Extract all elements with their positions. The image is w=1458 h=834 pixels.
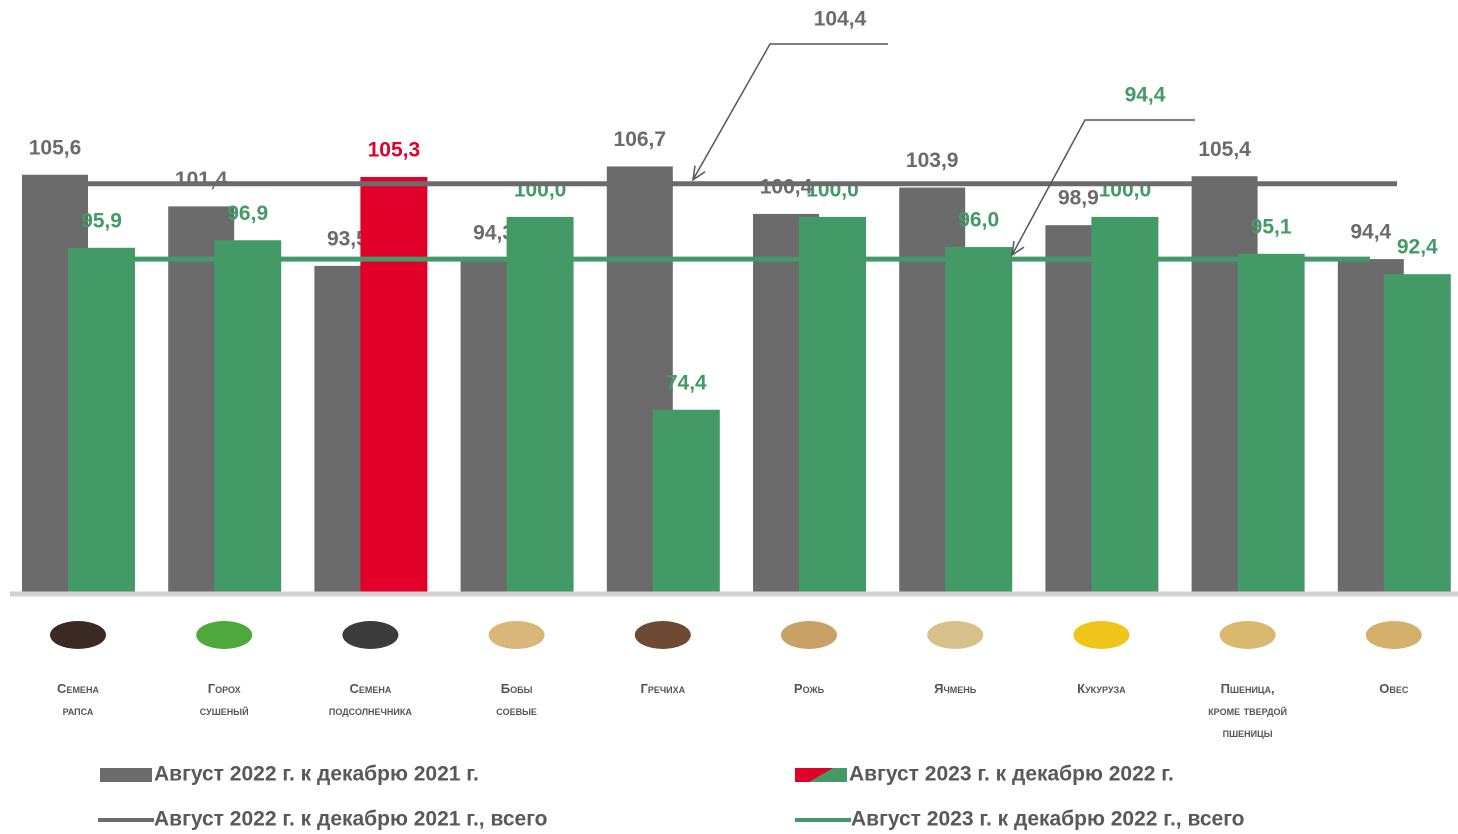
x-tick-label: Рожь [793, 681, 825, 696]
data-label: 95,9 [81, 209, 122, 232]
data-label: 105,3 [368, 139, 421, 162]
x-tick-label: Овес [1379, 681, 1409, 696]
callout-arrow [1011, 240, 1025, 257]
bar [799, 216, 866, 593]
legend-label: Август 2022 г. к декабрю 2021 г., всего [154, 808, 548, 831]
category-icon [1219, 621, 1276, 649]
data-label: 74,4 [666, 371, 707, 394]
legend-label: Август 2023 г. к декабрю 2022 г., всего [851, 808, 1245, 831]
bar [945, 247, 1013, 592]
data-label: 105,6 [29, 136, 82, 159]
bar [506, 216, 574, 593]
callout [1011, 119, 1195, 256]
category-icon [1073, 621, 1130, 649]
category-icon [50, 621, 106, 649]
category-icon [196, 621, 253, 649]
x-tick-label: Гречиха [640, 681, 686, 696]
data-label: 105,4 [1198, 138, 1251, 161]
bar [1383, 274, 1451, 592]
data-label: 94,3 [473, 221, 514, 244]
data-label: 96,9 [227, 202, 268, 225]
legend-swatch [100, 768, 152, 782]
category-icon [342, 621, 399, 649]
data-label: 106,7 [614, 128, 667, 151]
x-tick-label: Бобы соевые [496, 681, 537, 718]
category-icon [927, 621, 984, 649]
x-tick-label: Ячмень [934, 681, 977, 696]
data-label: 103,9 [906, 149, 959, 172]
data-label: 98,9 [1058, 187, 1099, 210]
bar [1237, 253, 1305, 592]
reference-label: 94,4 [1125, 84, 1166, 107]
x-tick-label: Кукуруза [1077, 681, 1126, 696]
data-label: 94,4 [1350, 221, 1391, 244]
data-label: 92,4 [1397, 236, 1438, 259]
reference-label: 104,4 [814, 8, 867, 31]
data-label: 100,4 [760, 175, 813, 198]
legend-label: Август 2022 г. к декабрю 2021 г. [154, 763, 479, 786]
data-label: 95,1 [1251, 215, 1292, 238]
x-tick-label: Семена подсолнечника [328, 681, 412, 718]
callout [692, 43, 888, 181]
callout-arrow [692, 165, 706, 182]
bar [652, 409, 720, 592]
category-icon [781, 621, 837, 649]
data-label: 93,5 [327, 227, 368, 250]
x-tick-label: Семена рапса [57, 681, 99, 718]
data-label: 101,4 [175, 168, 228, 191]
category-icon [1365, 621, 1422, 649]
category-icon [488, 621, 545, 649]
bar [68, 247, 135, 592]
x-tick-label: Горох сушеный [199, 681, 249, 718]
legend-swatch [795, 768, 833, 782]
data-label: 96,0 [958, 209, 999, 232]
bar [214, 240, 282, 592]
category-icon [634, 621, 691, 649]
bar [1091, 216, 1159, 593]
x-tick-label: Пшеница, кроме твердой пшеницы [1208, 681, 1287, 740]
legend-label: Август 2023 г. к декабрю 2022 г. [849, 763, 1174, 786]
bar [360, 176, 428, 593]
